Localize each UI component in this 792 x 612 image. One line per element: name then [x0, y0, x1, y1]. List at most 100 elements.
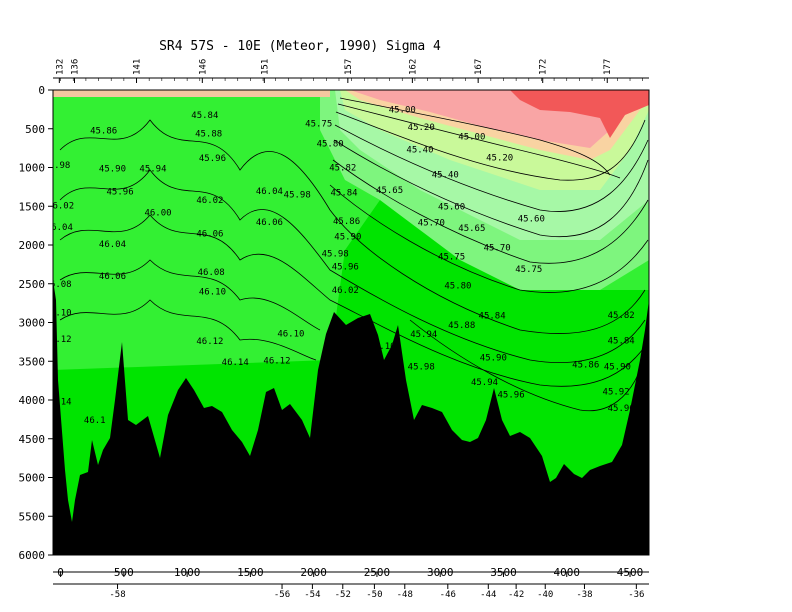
contour-label: 45.40	[432, 170, 459, 180]
contour-label: 45.20	[408, 123, 435, 133]
contour-label: 46.10	[199, 288, 226, 298]
lat-tick-label: -58	[109, 590, 125, 600]
contour-label: 45.86	[572, 360, 599, 370]
y-tick-label: 4000	[19, 394, 46, 407]
x-tick-label: 3000	[427, 566, 454, 579]
lat-tick-label: -50	[366, 590, 382, 600]
contour-label: 45.94	[471, 378, 498, 388]
contour-label: 45.75	[305, 119, 332, 129]
y-tick-label: 5500	[19, 510, 46, 523]
contour-label: 46.12	[45, 335, 72, 345]
contour-label: 46.04	[46, 223, 73, 233]
top-tick-label: 162	[408, 59, 418, 75]
x-tick-label: 1000	[174, 566, 201, 579]
x-tick-label: 0	[57, 566, 64, 579]
contour-label: 45.84	[191, 111, 218, 121]
contour-label: 45.82	[329, 164, 356, 174]
contour-label: 45.98	[322, 250, 349, 260]
contour-line	[329, 184, 649, 293]
contour-label: 45.86	[333, 217, 360, 227]
y-tick-label: 2000	[19, 239, 46, 252]
lat-tick-label: -52	[335, 590, 351, 600]
y-tick-label: 500	[25, 123, 45, 136]
contour-label: 45.90	[99, 164, 126, 174]
contour-label: 45.92	[603, 387, 630, 397]
y-tick-label: 4500	[19, 433, 46, 446]
contour-label: 46.02	[47, 201, 74, 211]
x-tick-label: 4000	[553, 566, 580, 579]
contour-label: 45.88	[448, 321, 475, 331]
contour-line	[59, 299, 317, 361]
contour-label: 45.86	[90, 126, 117, 136]
contour-label: 46.12	[196, 337, 223, 347]
contour-label: 45.75	[515, 265, 542, 275]
lat-tick-label: -56	[274, 590, 290, 600]
lat-tick-label: -48	[397, 590, 413, 600]
top-tick-label: 157	[344, 59, 354, 75]
contour-label: 46.10	[45, 308, 72, 318]
contour-label: 46.14	[222, 358, 249, 368]
lat-tick-label: -36	[628, 590, 644, 600]
contour-label: 46.06	[196, 229, 223, 239]
contour-label: 45.90	[480, 353, 507, 363]
contour-label: 46.06	[99, 272, 126, 282]
contour-label: 45.88	[195, 129, 222, 139]
top-tick-label: 172	[539, 59, 549, 75]
contour-label: 45.60	[438, 202, 465, 212]
contour-label: 45.20	[486, 153, 513, 163]
contour-label: 45.96	[498, 391, 525, 401]
y-tick-label: 6000	[19, 549, 46, 562]
contour-label: 46.04	[99, 240, 126, 250]
x-tick-label: 2500	[364, 566, 391, 579]
contour-label: 46.12	[263, 356, 290, 366]
contour-line	[337, 103, 621, 179]
contour-label: 45.75	[438, 253, 465, 263]
y-tick-label: 2500	[19, 278, 46, 291]
contour-line	[339, 97, 611, 176]
contour-label: 46.08	[45, 280, 72, 290]
y-tick-label: 1500	[19, 200, 46, 213]
contour-label: 45.84	[608, 336, 635, 346]
contour-line	[333, 139, 649, 237]
sea-floor	[53, 280, 649, 555]
contour-label: 45.60	[518, 215, 545, 225]
contour-label: 45.00	[389, 105, 416, 115]
top-tick-label: 136	[71, 59, 81, 75]
contour-label: 46.10	[368, 342, 395, 352]
contour-label: 45.40	[406, 146, 433, 156]
contour-line	[59, 169, 646, 363]
contour-label: 45.80	[317, 139, 344, 149]
y-tick-label: 0	[38, 84, 45, 97]
contour-label: 45.80	[444, 281, 471, 291]
top-tick-label: 151	[260, 59, 270, 75]
contour-label: 45.96	[199, 154, 226, 164]
contour-line	[409, 319, 641, 412]
contour-label: 45.70	[418, 219, 445, 229]
lat-tick-label: -40	[537, 590, 553, 600]
contour-label: 45.82	[608, 311, 635, 321]
contour-label: 45.94	[139, 164, 166, 174]
contour-label: 45.84	[479, 312, 506, 322]
top-tick-label: 177	[603, 59, 613, 75]
band-red	[510, 90, 649, 138]
contour-label: 45.98	[408, 363, 435, 373]
contour-label: 45.90	[604, 363, 631, 373]
contour-line	[332, 159, 649, 264]
contour-label: 45.90	[334, 232, 361, 242]
top-tick-label: 167	[474, 59, 484, 75]
contour-label: 45.98	[284, 191, 311, 201]
y-tick-label: 1000	[19, 162, 46, 175]
contour-line	[59, 119, 646, 335]
contour-label: 45.94	[410, 330, 437, 340]
contour-label: 45.00	[458, 133, 485, 143]
contour-label: 46.04	[256, 187, 283, 197]
contour-label: 46.00	[144, 208, 171, 218]
y-tick-label: 3000	[19, 317, 46, 330]
lat-tick-label: -38	[576, 590, 592, 600]
contour-label: 45.96	[332, 263, 359, 273]
contour-label: 45.65	[458, 224, 485, 234]
contour-label: 46.02	[196, 196, 223, 206]
lat-tick-label: -54	[304, 590, 320, 600]
contour-label: 45.96	[107, 188, 134, 198]
